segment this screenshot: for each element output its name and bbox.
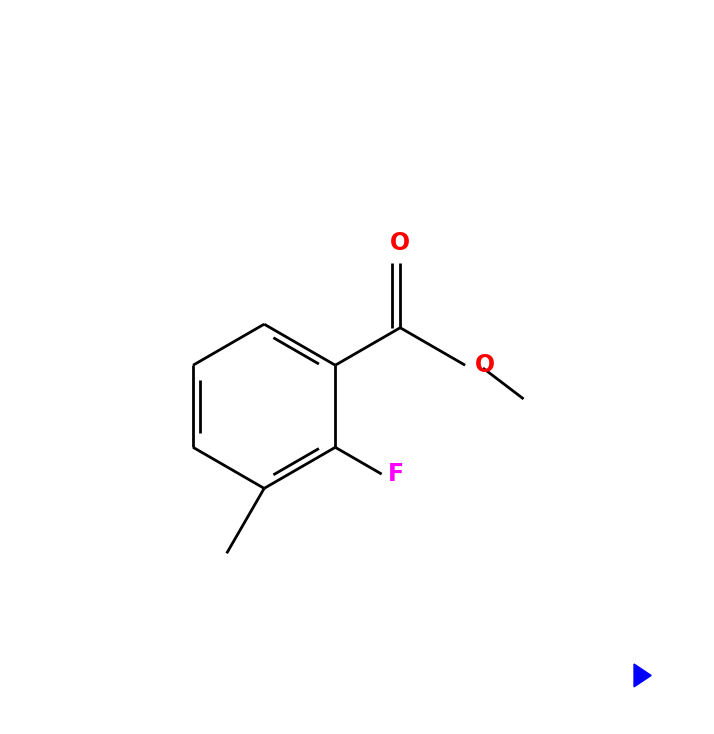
Text: O: O xyxy=(390,231,411,255)
Text: O: O xyxy=(474,353,495,377)
Text: F: F xyxy=(388,462,403,486)
Polygon shape xyxy=(634,664,651,687)
